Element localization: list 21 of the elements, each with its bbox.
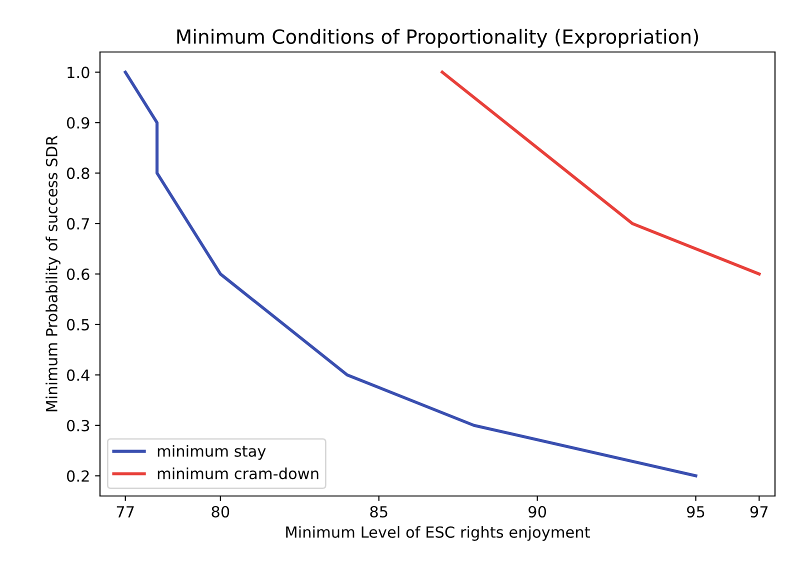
y-tick-label: 1.0 [68, 66, 90, 78]
x-tick-label: 90 [528, 506, 546, 518]
y-tick-label: 0.8 [66, 168, 90, 180]
y-tick-label: 0.6 [66, 268, 90, 280]
y-tick-label: 0.3 [66, 420, 90, 432]
y-tick-label: 0.4 [66, 369, 90, 381]
x-tick-label: 80 [212, 506, 230, 518]
y-tick-label: 0.7 [66, 218, 89, 230]
legend-label: minimum cram-down [158, 467, 318, 480]
x-tick-label: 77 [116, 506, 134, 518]
x-tick-label: 95 [687, 506, 704, 518]
y-tick-label: 0.9 [66, 117, 90, 129]
chart-title: Minimum Conditions of Proportionality (Expropriation) [177, 28, 698, 48]
x-tick-label: 85 [370, 506, 388, 518]
y-axis-title: Minimum Probability of success SDR [46, 136, 60, 412]
y-tick-label: 0.5 [66, 318, 89, 330]
line-series [124, 70, 698, 478]
legend-label: minimum stay [158, 445, 266, 460]
y-tick-label: 0.2 [66, 470, 89, 482]
x-tick-label: 97 [750, 506, 768, 518]
x-axis-title: Minimum Level of ESC rights enjoyment [286, 526, 590, 541]
